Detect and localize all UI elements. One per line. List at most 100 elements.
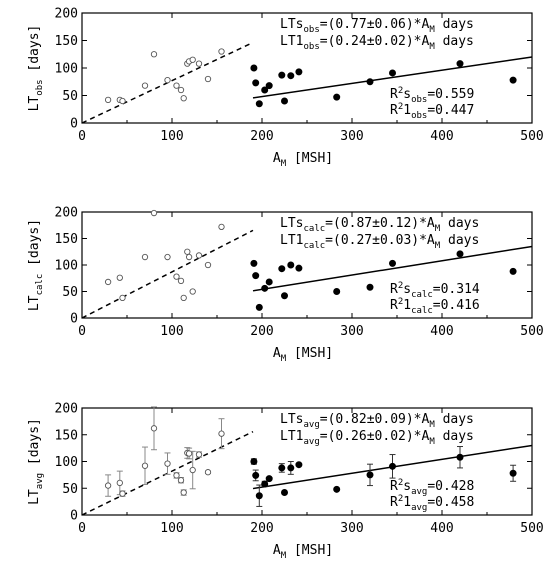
r-val: =0.428 [427,479,474,494]
x-tick-label: 200 [250,324,273,339]
fit-equation-short: LTscalc=(0.87±0.12)*AM days [280,216,479,234]
eq-post: =(0.77±0.06)*A [320,17,430,32]
data-point-filled [456,453,464,461]
x-tick-label: 0 [78,129,86,144]
x-label-sub: M [281,551,287,561]
data-point-filled [261,86,269,94]
data-point-open [104,96,112,104]
data-point-open [177,86,185,94]
eq-end: days [435,34,474,49]
r-sup: 2 [398,297,403,307]
data-point-open [204,261,212,269]
r-mid: 1 [403,103,411,118]
r-sub: avg [411,503,427,513]
data-point-filled [281,489,288,497]
data-point-filled [333,288,341,295]
y-tick-label: 50 [62,285,78,300]
x-tick-label: 400 [430,521,453,536]
data-point-filled [366,78,374,86]
r-pre: R [390,495,398,510]
data-point-filled [295,264,303,272]
eq-sub2: M [429,25,435,35]
x-tick-label: 100 [160,129,183,144]
x-tick-label: 0 [78,521,86,536]
eq-pre: LTs [280,216,303,231]
data-point-open [177,477,185,484]
data-point-filled [265,82,273,90]
x-label-rest: [MSH] [286,543,333,558]
data-point-open [204,75,212,83]
data-point-open [195,60,203,67]
y-tick-label: 0 [70,117,78,132]
eq-end: days [435,412,474,427]
r-sup: 2 [398,102,403,112]
y-label-sub: obs [35,79,45,95]
fit-line-short [81,430,254,516]
r-sub: obs [411,95,427,105]
data-point-filled [250,259,258,267]
eq-sub: obs [303,42,319,52]
data-point-filled [333,485,341,493]
x-axis-label: AM [MSH] [273,543,333,561]
y-label-main: LT [27,96,42,112]
x-label-sub: M [281,159,287,169]
eq-post: =(0.87±0.12)*A [325,216,435,231]
data-point-open [164,253,171,261]
r-mid: s [403,87,411,102]
eq-sub2: M [429,420,435,430]
r-pre: R [390,103,398,118]
data-point-open [116,274,123,281]
data-point-filled [265,475,273,483]
data-point-open [173,273,180,280]
x-tick-label: 400 [430,129,453,144]
data-point-open [141,82,149,89]
data-point-open [189,288,196,295]
data-point-open [141,253,149,261]
y-tick-label: 0 [70,312,78,327]
x-axis-label: AM [MSH] [273,346,333,364]
data-point-open [180,294,187,302]
r-pre: R [390,87,398,102]
y-tick-label: 200 [55,206,78,221]
data-point-filled [278,464,286,472]
data-point-filled [389,69,396,77]
r-sup: 2 [398,86,403,96]
r-pre: R [390,298,398,313]
data-point-filled [255,303,263,311]
data-point-filled [255,100,263,108]
data-point-open [141,462,149,469]
x-label-sub: M [281,354,287,364]
r-val: =0.559 [427,87,474,102]
data-point-filled [287,72,295,80]
data-point-open [180,489,187,496]
r-mid: s [403,479,411,494]
data-point-open [195,252,203,259]
r-pre: R [390,479,398,494]
y-label-main: LT [27,489,42,505]
r-sup: 2 [398,281,403,291]
data-point-filled [281,97,288,105]
data-point-filled [287,464,295,472]
data-point-filled [261,284,269,292]
r-val: =0.458 [427,495,474,510]
eq-sub2: M [435,224,441,234]
eq-end: days [440,216,479,231]
x-tick-label: 100 [160,521,183,536]
data-point-filled [255,492,263,500]
r-sup: 2 [398,478,403,488]
y-tick-label: 50 [62,89,78,104]
x-tick-label: 500 [520,129,543,144]
eq-sub2: M [429,437,435,447]
eq-post: =(0.27±0.03)*A [325,233,435,248]
data-point-filled [252,272,260,280]
r-sub: obs [411,111,427,121]
data-point-filled [265,278,273,286]
eq-sub: calc [303,241,325,251]
data-point-filled [389,462,396,470]
data-point-filled [252,471,260,479]
data-point-filled [456,60,464,68]
r-pre: R [390,282,398,297]
data-point-open [189,466,196,474]
x-tick-label: 100 [160,324,183,339]
